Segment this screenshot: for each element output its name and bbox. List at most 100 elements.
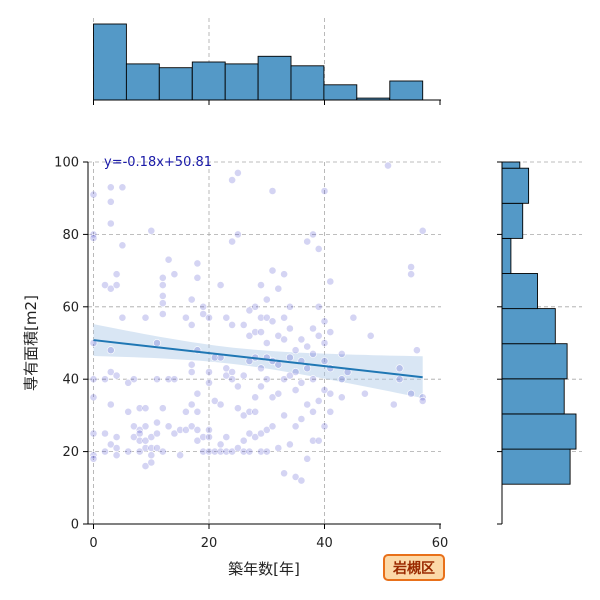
data-point: [205, 425, 213, 434]
data-point: [147, 433, 156, 441]
data-point: [262, 313, 271, 322]
data-point: [164, 255, 173, 264]
data-point: [210, 396, 219, 405]
data-point: [309, 230, 317, 239]
data-point: [106, 400, 115, 409]
data-point: [176, 425, 184, 434]
data-point: [158, 281, 167, 289]
data-point: [320, 422, 329, 431]
y-histogram-bar: [501, 237, 512, 274]
data-point: [257, 328, 265, 336]
x-histogram-bar: [93, 23, 127, 101]
data-point: [262, 425, 271, 434]
regression-line: [93, 339, 423, 379]
data-point: [233, 382, 242, 391]
data-point: [262, 375, 271, 384]
data-point: [349, 313, 358, 322]
data-point: [262, 447, 271, 456]
data-point: [291, 346, 300, 355]
data-point: [216, 281, 225, 289]
data-point: [314, 331, 323, 340]
data-point: [407, 263, 415, 271]
data-point: [118, 183, 127, 192]
data-point: [274, 331, 283, 340]
data-point: [268, 393, 277, 402]
data-point: [216, 400, 225, 409]
data-point: [337, 393, 346, 402]
data-point: [326, 277, 335, 286]
data-point: [193, 407, 202, 416]
data-point: [291, 472, 300, 481]
data-point: [251, 393, 260, 402]
data-point: [314, 436, 323, 445]
data-point: [101, 429, 109, 438]
x-histogram-bar: [191, 61, 226, 101]
data-point: [170, 375, 179, 384]
data-point: [320, 317, 329, 326]
data-point: [257, 281, 265, 289]
data-point: [153, 429, 161, 438]
x-histogram-bar: [224, 63, 259, 101]
y-tick-label: 20: [62, 445, 79, 460]
data-point: [268, 422, 277, 431]
y-histogram-bar: [501, 202, 524, 239]
data-point: [285, 324, 294, 333]
data-point: [222, 313, 231, 322]
data-point: [181, 407, 190, 416]
data-point: [262, 295, 271, 304]
data-point: [112, 444, 121, 452]
y-histogram-bar: [501, 308, 556, 345]
data-point: [257, 364, 265, 373]
data-point: [193, 389, 202, 398]
data-point: [199, 302, 208, 311]
data-point: [228, 176, 236, 184]
scatter-panel: 0 20 40 60 0 20 40 60 80 100: [54, 156, 448, 552]
data-point: [297, 335, 306, 344]
data-point: [106, 183, 115, 192]
data-point: [158, 299, 167, 308]
data-point: [101, 447, 109, 456]
data-point: [141, 422, 150, 431]
data-point: [245, 429, 254, 438]
data-point: [124, 378, 133, 387]
data-point: [106, 284, 115, 293]
data-point: [285, 353, 294, 362]
data-point: [291, 386, 300, 394]
data-point: [89, 393, 98, 402]
x-tick-label: 60: [432, 536, 449, 551]
data-point: [280, 375, 288, 384]
data-point: [147, 458, 156, 467]
data-point: [297, 378, 306, 387]
data-point: [297, 476, 306, 485]
data-point: [280, 270, 288, 279]
data-point: [129, 375, 138, 384]
data-point: [129, 433, 138, 441]
y-histogram-bar: [501, 448, 571, 485]
data-point: [233, 230, 242, 239]
data-point: [158, 447, 167, 456]
data-point: [418, 226, 427, 235]
data-point: [314, 302, 323, 311]
ward-badge: 岩槻区: [383, 554, 445, 581]
data-point: [228, 447, 236, 456]
data-point: [158, 273, 167, 282]
data-point: [129, 422, 138, 431]
data-point: [205, 433, 213, 441]
regression-line-group: [93, 339, 423, 379]
data-point: [233, 444, 242, 452]
data-point: [199, 447, 208, 456]
data-point: [222, 433, 231, 441]
data-point: [141, 313, 150, 322]
data-point: [309, 375, 317, 384]
data-point: [314, 396, 323, 405]
data-point: [193, 436, 202, 445]
data-point: [135, 429, 144, 438]
data-point: [314, 244, 323, 253]
data-point: [118, 241, 127, 250]
data-point: [141, 462, 150, 470]
data-point: [187, 360, 196, 369]
data-point: [147, 451, 156, 460]
data-point: [112, 270, 121, 279]
data-point: [89, 234, 98, 242]
data-point: [309, 324, 317, 333]
